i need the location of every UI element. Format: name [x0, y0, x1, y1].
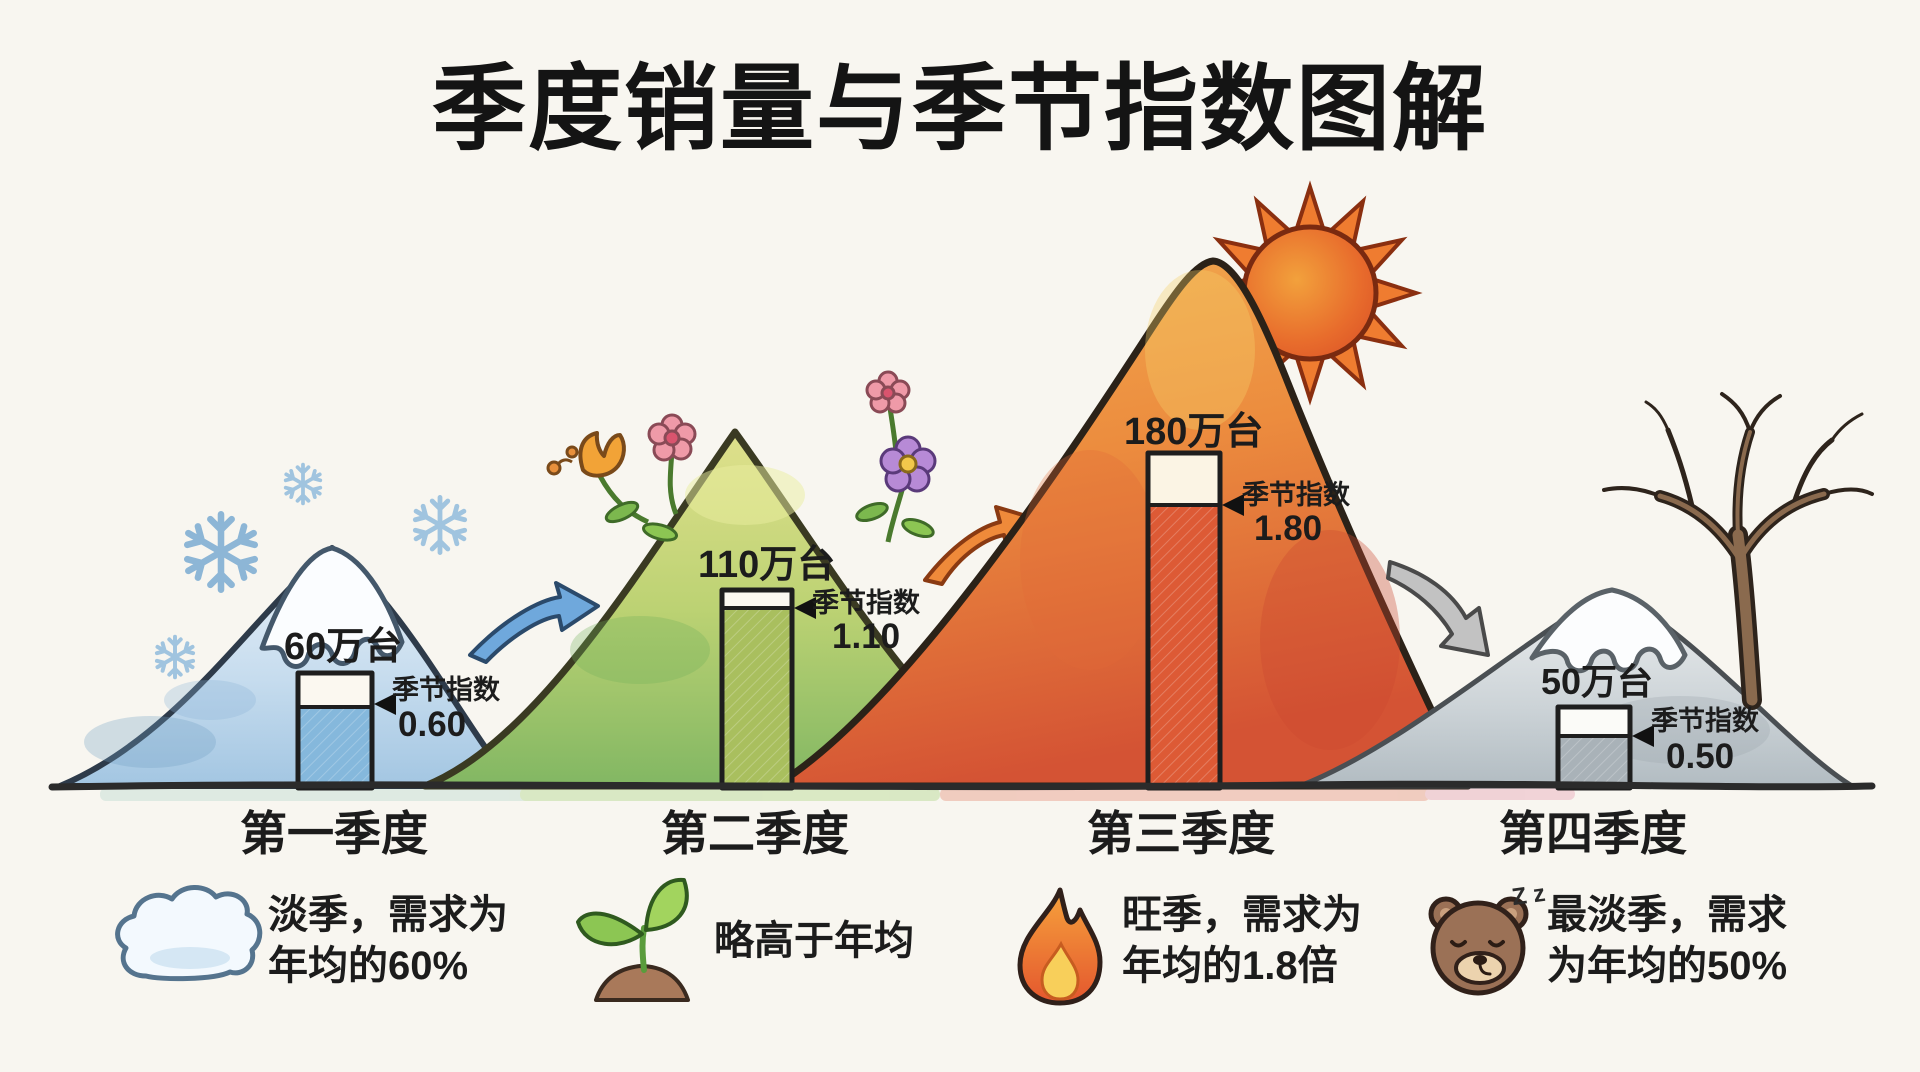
pink-flower-icon: [865, 370, 911, 414]
volume-label-q3: 180万台: [1124, 411, 1264, 453]
cloud-icon: [115, 885, 263, 982]
index-label-q1: 季节指数: [392, 675, 500, 705]
volume-label-q4: 50万台: [1541, 661, 1654, 702]
mountain-q3-summer: [771, 257, 1472, 790]
index-value-q1: 0.60: [398, 705, 467, 744]
desc-q4-line1: 最淡季，需求: [1547, 893, 1787, 937]
index-value-q2: 1.10: [832, 617, 901, 656]
desc-q1-line1: 淡季，需求为: [268, 893, 508, 937]
snowflake-icon: [412, 497, 468, 552]
index-bar-q3: [1145, 450, 1244, 791]
trend-arrow-q3-q4: [1386, 560, 1490, 657]
snowflake-icon: [284, 465, 323, 504]
snow-cap-q4: [1529, 587, 1688, 674]
page-title: 季度销量与季节指数图解: [431, 56, 1488, 161]
volume-label-q2: 110万台: [698, 544, 836, 586]
sleep-zzz-symbol: Z z: [1510, 879, 1547, 912]
index-bar-q2: [719, 587, 816, 791]
index-value-q3: 1.80: [1254, 509, 1323, 548]
flame-icon: [1017, 887, 1103, 1006]
index-label-q4: 季节指数: [1651, 706, 1759, 736]
desc-q3-line2: 年均的1.8倍: [1122, 944, 1338, 988]
ground-line: [48, 780, 1876, 791]
seasonal-index-bars: [295, 450, 1654, 791]
mountain-q4-offseason: [1297, 587, 1855, 789]
index-bar-q1: [295, 670, 396, 791]
watercolor-washes: [100, 788, 1575, 801]
snowflake-icon: [183, 514, 259, 589]
index-pointer-q1: [374, 693, 396, 715]
mountain-q1-winter: [57, 545, 518, 789]
quarter-name-q2: 第二季度: [661, 807, 849, 860]
desc-q2-line1: 略高于年均: [714, 919, 914, 963]
index-pointer-q4: [1632, 725, 1654, 747]
volume-label-q1: 60万台: [284, 626, 403, 668]
quarter-name-q1: 第一季度: [240, 807, 428, 860]
quarter-name-q3: 第三季度: [1087, 807, 1275, 860]
index-value-q4: 0.50: [1666, 737, 1735, 776]
snowflake-icon: [155, 637, 196, 677]
bare-tree-icon: [1602, 392, 1874, 710]
flower-cluster-left: [546, 413, 697, 542]
snow-cap-q1: [259, 545, 405, 669]
quarter-name-q4: 第四季度: [1499, 807, 1687, 860]
desc-q1-line2: 年均的60%: [268, 944, 469, 988]
trend-arrow-q1-q2: [468, 581, 600, 664]
index-pointer-q3: [1222, 494, 1244, 516]
index-label-q3: 季节指数: [1242, 480, 1350, 510]
sprout-icon: [576, 877, 690, 1002]
index-pointer-q2: [794, 597, 816, 619]
index-label-q2: 季节指数: [812, 588, 920, 618]
pink-flower-icon: [647, 413, 697, 462]
tulip-icon: [578, 431, 626, 478]
desc-q4-line2: 为年均的50%: [1547, 944, 1788, 988]
purple-flower-icon: [879, 435, 937, 493]
flower-cluster-right: [855, 370, 937, 543]
bear-icon: [1428, 896, 1529, 996]
desc-q3-line1: 旺季，需求为: [1122, 893, 1362, 937]
